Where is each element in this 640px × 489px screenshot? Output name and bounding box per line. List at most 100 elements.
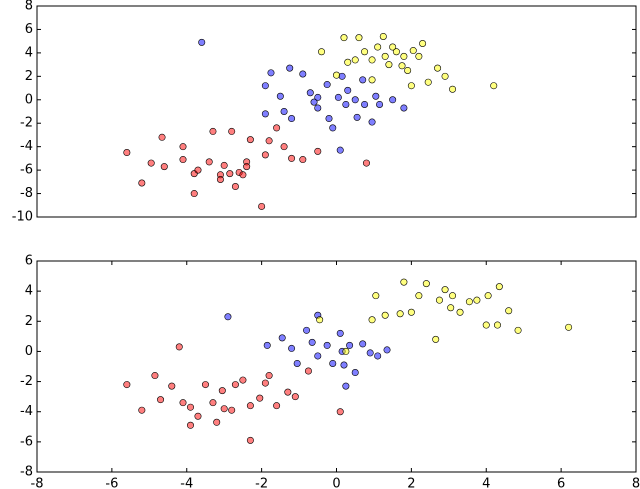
- point: [224, 313, 232, 321]
- point: [123, 149, 131, 157]
- point: [361, 48, 369, 56]
- point: [246, 402, 254, 410]
- y-tick-label: 6: [25, 254, 33, 269]
- point: [288, 154, 296, 162]
- point: [419, 40, 427, 48]
- point: [351, 96, 359, 104]
- point: [398, 62, 406, 70]
- point: [246, 136, 254, 144]
- x-tick-label: 2: [407, 477, 415, 489]
- point: [323, 341, 331, 349]
- point: [318, 48, 326, 56]
- point: [376, 100, 384, 108]
- point: [288, 115, 296, 123]
- point: [465, 298, 473, 306]
- point: [400, 278, 408, 286]
- y-tick-label: -10: [12, 210, 33, 225]
- point: [329, 359, 337, 367]
- point: [435, 296, 443, 304]
- point: [449, 292, 457, 300]
- point: [158, 133, 166, 141]
- point: [346, 341, 354, 349]
- point: [336, 329, 344, 337]
- point: [243, 163, 251, 171]
- point: [368, 76, 376, 84]
- y-tick-label: -2: [20, 374, 33, 389]
- point: [389, 96, 397, 104]
- point: [342, 347, 350, 355]
- point: [314, 352, 322, 360]
- point: [179, 399, 187, 407]
- point: [362, 159, 370, 167]
- x-tick-label: -6: [105, 477, 118, 489]
- point: [361, 100, 369, 108]
- point: [505, 307, 513, 315]
- y-tick-label: -8: [20, 186, 33, 201]
- axes-frame: [36, 260, 637, 473]
- point: [265, 372, 273, 380]
- point: [353, 113, 361, 121]
- point: [151, 372, 159, 380]
- point: [291, 393, 299, 401]
- point: [194, 412, 202, 420]
- point: [407, 82, 415, 90]
- point: [344, 58, 352, 66]
- x-tick-label: -2: [255, 477, 268, 489]
- y-tick-label: -8: [20, 465, 33, 480]
- point: [340, 361, 348, 369]
- point: [276, 92, 284, 100]
- y-tick-label: 2: [25, 314, 33, 329]
- point: [216, 175, 224, 183]
- point: [381, 311, 389, 319]
- y-tick-label: 4: [25, 284, 33, 299]
- point: [342, 382, 350, 390]
- point: [385, 61, 393, 69]
- point: [434, 64, 442, 72]
- point: [265, 137, 273, 145]
- x-tick-label: 8: [632, 477, 640, 489]
- y-tick-label: 6: [25, 22, 33, 37]
- point: [218, 387, 226, 395]
- y-tick-label: 0: [25, 344, 33, 359]
- point: [261, 151, 269, 159]
- point: [342, 100, 350, 108]
- point: [280, 143, 288, 151]
- point: [198, 38, 206, 46]
- point: [220, 161, 228, 169]
- point: [123, 381, 131, 389]
- point: [344, 86, 352, 94]
- point: [565, 323, 573, 331]
- point: [314, 93, 322, 101]
- point: [226, 170, 234, 178]
- point: [351, 369, 359, 377]
- point: [404, 66, 412, 74]
- point: [278, 334, 286, 342]
- y-tick-label: 0: [25, 92, 33, 107]
- point: [447, 304, 455, 312]
- point: [201, 381, 209, 389]
- point: [299, 156, 307, 164]
- point: [432, 335, 440, 343]
- point: [205, 158, 213, 166]
- point: [379, 32, 387, 40]
- point: [138, 406, 146, 414]
- point: [239, 171, 247, 179]
- point: [400, 52, 408, 60]
- point: [239, 376, 247, 384]
- point: [514, 326, 522, 334]
- point: [374, 43, 382, 51]
- point: [325, 115, 333, 123]
- point: [332, 71, 340, 79]
- point: [323, 81, 331, 89]
- point: [280, 108, 288, 116]
- point: [306, 89, 314, 97]
- point: [366, 349, 374, 357]
- point: [422, 280, 430, 288]
- point: [228, 127, 236, 135]
- point: [407, 308, 415, 316]
- point: [157, 396, 165, 404]
- point: [368, 56, 376, 64]
- point: [415, 292, 423, 300]
